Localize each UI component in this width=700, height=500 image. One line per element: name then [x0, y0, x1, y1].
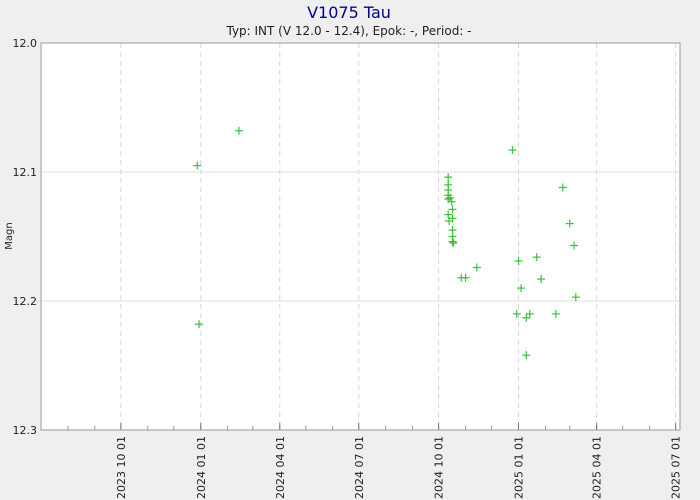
y-tick-label: 12.0 — [13, 37, 38, 50]
x-tick-label: 2025 07 01 — [670, 436, 683, 499]
chart-title: V1075 Tau — [307, 3, 391, 22]
chart-subtitle: Typ: INT (V 12.0 - 12.4), Epok: -, Perio… — [225, 24, 471, 38]
plot-area — [41, 43, 680, 430]
x-tick-label: 2023 10 01 — [115, 436, 128, 499]
x-tick-label: 2025 01 01 — [513, 436, 526, 499]
x-tick-label: 2024 01 01 — [195, 436, 208, 499]
x-tick-label: 2024 07 01 — [353, 436, 366, 499]
y-tick-label: 12.1 — [13, 166, 38, 179]
x-tick-label: 2025 04 01 — [591, 436, 604, 499]
y-tick-label: 12.3 — [13, 424, 38, 437]
y-tick-label: 12.2 — [13, 295, 38, 308]
y-axis-label: Magn — [4, 222, 15, 249]
x-tick-label: 2024 04 01 — [274, 436, 287, 499]
x-tick-label: 2024 10 01 — [433, 436, 446, 499]
